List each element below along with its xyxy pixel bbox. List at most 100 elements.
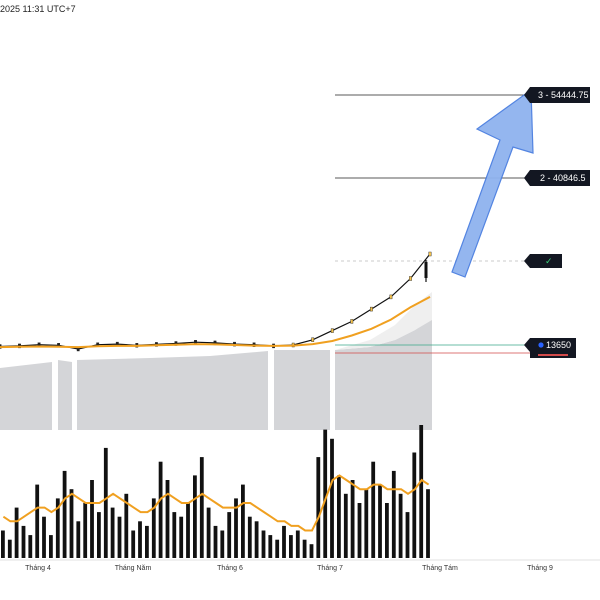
volume-bar xyxy=(412,452,417,558)
price-tag-label: 13650 xyxy=(546,340,571,350)
gray-area-block-5 xyxy=(335,318,432,430)
volume-bar xyxy=(117,516,122,558)
volume-bar xyxy=(1,530,5,558)
gray-area-block-2 xyxy=(58,360,72,430)
volume-bar xyxy=(110,507,115,558)
volume-bar xyxy=(42,516,46,558)
volume-bar xyxy=(295,530,300,558)
price-layer xyxy=(0,251,432,352)
target-tag-2-label: 2 - 40846.5 xyxy=(540,173,586,183)
volume-bar xyxy=(193,475,197,558)
check-tag[interactable]: ✓ xyxy=(524,254,562,268)
spike-candle-body xyxy=(424,262,428,278)
volume-bar xyxy=(7,539,12,558)
volume-bar xyxy=(97,512,101,558)
volume-bar xyxy=(179,516,184,558)
volume-bar xyxy=(426,489,430,558)
volume-bar xyxy=(241,484,245,558)
price-line xyxy=(0,253,431,350)
volume-bar xyxy=(199,457,204,558)
gray-area-block-3 xyxy=(77,351,268,430)
volume-bar xyxy=(131,530,136,558)
target-tag-3[interactable]: 3 - 54444.75 xyxy=(524,87,590,103)
moving-average-line xyxy=(0,296,431,349)
volume-bar xyxy=(316,457,321,558)
volume-bar xyxy=(357,503,362,558)
volume-bar xyxy=(337,475,341,558)
volume-bar xyxy=(35,484,40,558)
price-dot-icon xyxy=(538,342,544,348)
volume-bar xyxy=(391,470,396,558)
volume-bar xyxy=(398,493,403,558)
volume-bar xyxy=(254,521,259,558)
volume-bar xyxy=(83,503,88,558)
resistance-tag-stripe xyxy=(538,354,568,356)
volume-bar xyxy=(364,489,369,558)
volume-bar xyxy=(220,530,225,558)
volume-bar xyxy=(378,484,382,558)
volume-bar xyxy=(103,447,108,558)
volume-ma-line xyxy=(2,474,430,532)
volume-bar xyxy=(62,470,67,558)
volume-bar xyxy=(289,535,293,558)
volume-bar xyxy=(21,525,26,558)
volume-bar xyxy=(275,539,280,558)
volume-bar xyxy=(309,544,314,558)
volume-bar xyxy=(302,539,307,558)
upper-band-fill xyxy=(335,292,432,350)
volume-bar xyxy=(55,498,60,558)
volume-bar xyxy=(371,461,376,558)
volume-bar xyxy=(76,521,81,558)
volume-bar xyxy=(69,489,74,558)
volume-bar xyxy=(261,530,266,558)
volume-bar xyxy=(330,438,334,558)
volume-bar xyxy=(419,425,424,558)
volume-bar xyxy=(206,507,211,558)
volume-layer xyxy=(1,425,430,558)
volume-bar xyxy=(90,480,94,558)
price-candle xyxy=(389,294,393,300)
price-candle xyxy=(370,306,373,312)
volume-bar xyxy=(124,493,129,558)
volume-bar xyxy=(186,503,190,558)
volume-bar xyxy=(172,512,177,558)
volume-bar xyxy=(158,461,163,558)
target-tag-3-label: 3 - 54444.75 xyxy=(538,90,589,100)
volume-bar xyxy=(343,493,348,558)
chart-timestamp: 2025 11:31 UTC+7 xyxy=(0,4,76,14)
gray-area-block-1 xyxy=(0,362,52,430)
volume-bar xyxy=(323,429,328,558)
x-tick-label: Tháng 7 xyxy=(317,565,343,572)
volume-bar xyxy=(28,535,33,558)
x-axis: Tháng 4 Tháng Năm Tháng 6 Tháng 7 Tháng Tám T… xyxy=(0,559,600,572)
volume-bar xyxy=(247,516,252,558)
x-tick-label: Tháng Năm xyxy=(115,565,152,572)
price-tag[interactable]: 13650 xyxy=(524,338,576,358)
price-candle xyxy=(428,251,432,257)
check-icon: ✓ xyxy=(545,257,553,267)
price-candle xyxy=(311,337,315,342)
volume-bar xyxy=(213,525,218,558)
volume-bar xyxy=(14,507,19,558)
x-tick-label: Tháng 4 xyxy=(25,565,51,572)
volume-bar xyxy=(165,480,170,558)
gray-area-group xyxy=(0,292,432,430)
volume-bar xyxy=(282,525,286,558)
volume-bar xyxy=(268,535,273,558)
volume-bar xyxy=(234,498,238,558)
volume-bar xyxy=(385,503,389,558)
volume-bar xyxy=(151,498,156,558)
volume-bar xyxy=(138,521,142,558)
target-tag-2[interactable]: 2 - 40846.5 xyxy=(524,170,590,186)
x-tick-label: Tháng Tám xyxy=(422,565,458,572)
volume-bar xyxy=(145,525,149,558)
volume-bar xyxy=(227,512,232,558)
x-tick-label: Tháng 6 xyxy=(217,565,243,572)
x-tick-label: Tháng 9 xyxy=(527,565,553,572)
price-candle xyxy=(409,276,412,281)
price-candle xyxy=(350,319,354,324)
forecast-arrow xyxy=(451,88,534,278)
gray-area-block-4 xyxy=(274,350,330,430)
